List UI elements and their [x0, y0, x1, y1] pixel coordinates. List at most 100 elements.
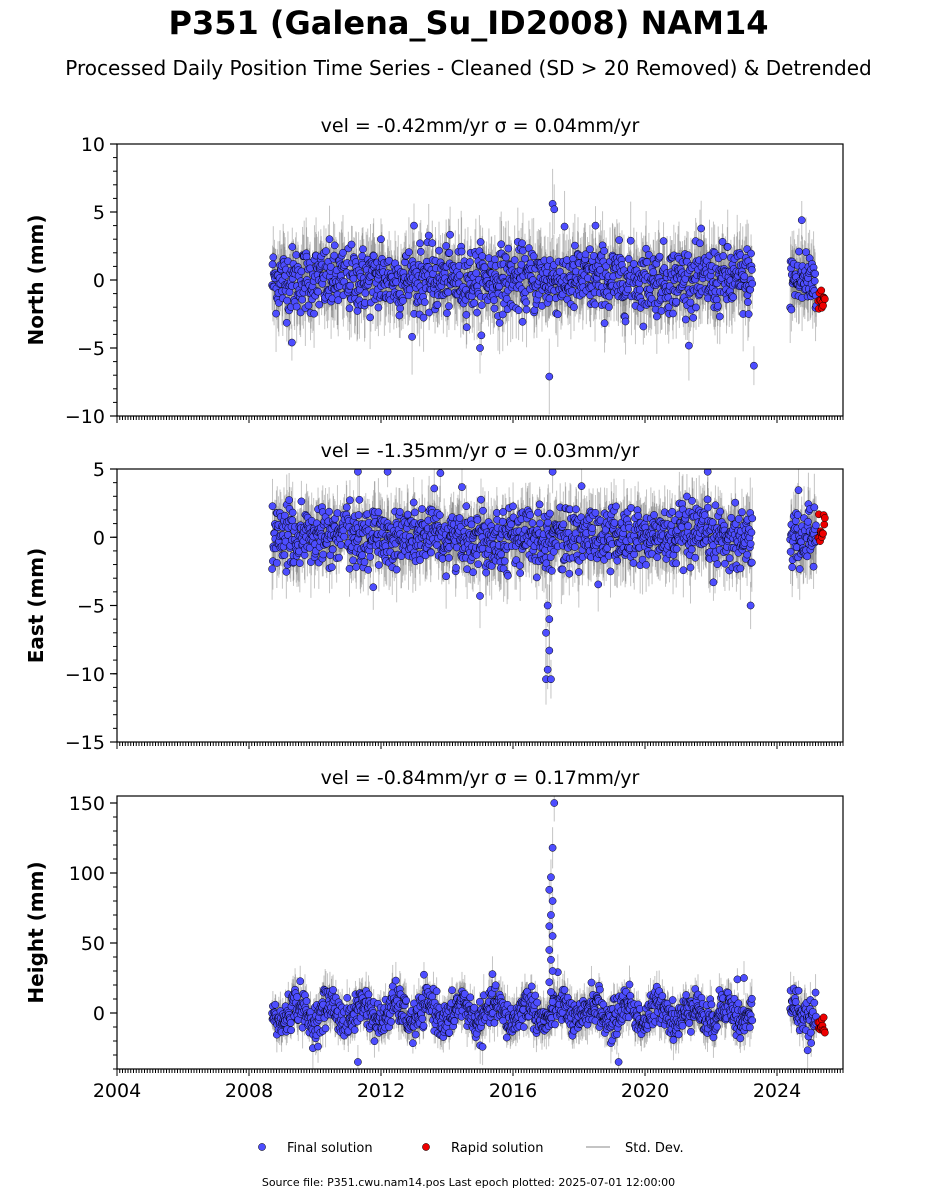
rapid-point [821, 295, 829, 303]
final-point [352, 563, 361, 571]
final-point [526, 511, 534, 519]
final-point [469, 568, 477, 577]
final-point [586, 245, 594, 254]
final-point [517, 260, 526, 269]
final-point [542, 559, 551, 568]
final-point [346, 281, 355, 290]
final-point [438, 554, 447, 563]
final-point [325, 507, 333, 516]
y-axis-label: North (mm) [24, 214, 48, 345]
final-point [319, 550, 328, 559]
final-point [337, 541, 345, 549]
final-point [522, 305, 531, 314]
final-point [411, 508, 419, 517]
final-point [718, 237, 727, 246]
final-point [340, 532, 349, 541]
final-point [288, 508, 297, 517]
final-point [639, 322, 648, 331]
final-point [295, 559, 304, 567]
final-point [354, 511, 363, 519]
final-point [548, 566, 556, 575]
final-point [522, 298, 530, 307]
final-point [553, 310, 562, 319]
final-point [615, 236, 624, 244]
final-point [498, 517, 507, 526]
final-point [466, 258, 474, 266]
y-tick-label: −10 [65, 406, 105, 428]
final-point [659, 237, 668, 245]
final-point [427, 548, 435, 557]
final-point [692, 303, 700, 312]
final-point [445, 554, 453, 562]
final-point [314, 287, 322, 296]
final-point [521, 254, 529, 263]
final-point [740, 272, 749, 281]
final-point [472, 269, 481, 278]
final-point [504, 571, 512, 580]
final-point [536, 519, 544, 528]
final-point [455, 271, 464, 280]
final-point [430, 484, 439, 493]
final-point [685, 341, 693, 350]
final-point [550, 547, 558, 556]
final-point [507, 520, 515, 529]
final-point [360, 558, 369, 566]
final-point [802, 248, 810, 256]
final-point [621, 317, 630, 326]
final-point [304, 301, 313, 310]
final-point [273, 559, 281, 567]
final-point [572, 505, 580, 514]
final-point [288, 516, 297, 525]
final-point [570, 303, 578, 312]
chart-title: P351 (Galena_Su_ID2008) NAM14 [168, 4, 769, 42]
final-point [330, 241, 339, 250]
final-point [574, 568, 583, 576]
rapid-point [817, 286, 826, 295]
final-point [462, 310, 471, 319]
final-point [410, 221, 418, 230]
final-point [328, 545, 337, 554]
final-point [529, 252, 538, 261]
final-point [686, 298, 695, 307]
final-point [570, 241, 579, 250]
y-axis-label: East (mm) [24, 548, 48, 664]
final-point [588, 524, 597, 533]
final-point [364, 565, 372, 574]
final-point [392, 565, 401, 574]
final-point [624, 285, 632, 294]
final-point [652, 312, 661, 321]
final-point [419, 313, 428, 322]
final-point [315, 300, 324, 309]
final-point [490, 304, 499, 313]
rapid-point [819, 301, 827, 310]
final-point [560, 222, 569, 231]
final-point [416, 556, 424, 564]
final-point [497, 550, 506, 559]
final-point [476, 238, 485, 246]
final-point [268, 565, 276, 573]
final-point [435, 246, 443, 255]
final-point [672, 297, 681, 306]
final-point [374, 303, 383, 312]
final-point [405, 248, 413, 256]
final-point [473, 308, 481, 317]
final-point [477, 301, 486, 310]
final-point [335, 553, 343, 562]
final-point [361, 289, 370, 297]
final-point [444, 288, 452, 297]
final-point [296, 308, 305, 317]
final-point [395, 311, 404, 320]
final-point [334, 296, 343, 305]
final-point [629, 260, 638, 268]
final-point [369, 583, 378, 592]
final-point [535, 500, 544, 509]
final-point [747, 249, 755, 258]
final-point [492, 508, 501, 517]
final-point [509, 502, 517, 511]
final-point [399, 296, 407, 305]
final-point [476, 344, 484, 352]
final-point [349, 556, 357, 565]
final-point [268, 260, 277, 269]
